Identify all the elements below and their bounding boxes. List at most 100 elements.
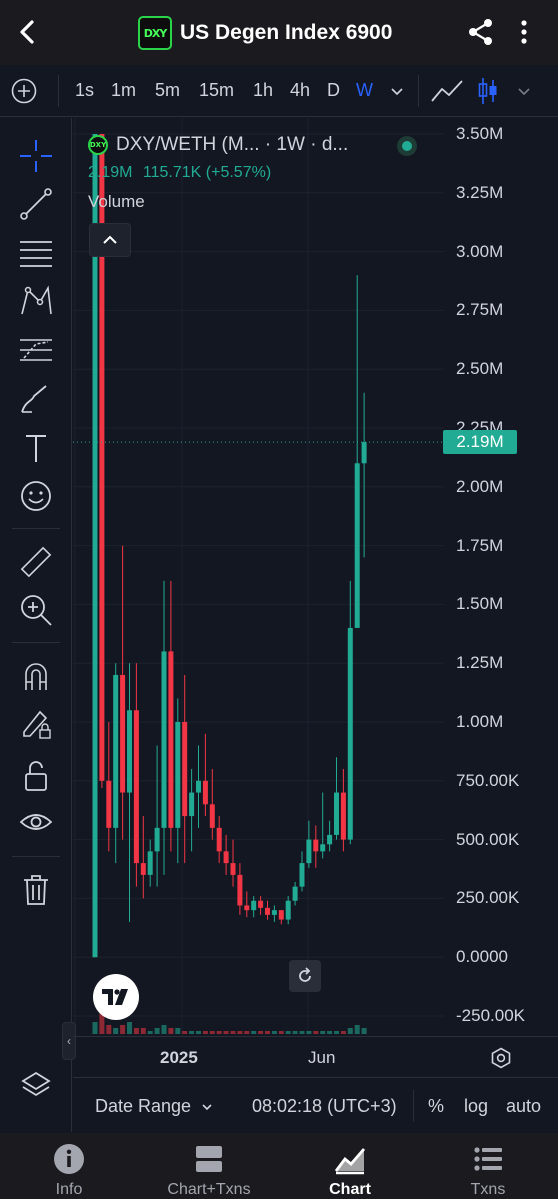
interval-15m[interactable]: 15m [199,80,235,100]
market-status-icon[interactable] [397,136,417,156]
text-icon[interactable] [18,430,54,466]
nav-item-info[interactable]: Info [45,1133,93,1199]
candle-body [189,792,195,817]
candle-body [147,851,153,875]
log-scale-toggle[interactable]: log [464,1096,489,1116]
volume-bar [299,1031,305,1034]
volume-bar [140,1028,146,1034]
percent-scale-toggle[interactable]: % [428,1096,445,1116]
interval-1s[interactable]: 1s [75,80,95,100]
share-icon[interactable] [466,17,496,47]
candle-body [237,874,243,906]
candle-body [216,827,222,852]
add-indicator-icon[interactable] [11,78,37,104]
volume-bar [347,1028,353,1034]
candle-body [230,863,236,875]
ruler-icon[interactable] [18,544,54,580]
layers-icon[interactable] [20,1069,52,1101]
volume-bar [161,1025,167,1034]
candle-body [127,710,132,793]
volume-bar [196,1031,201,1034]
chevron-down-icon[interactable] [516,85,532,97]
trash-icon[interactable] [18,872,54,908]
candle-body [209,804,215,828]
lock-drawing-icon[interactable] [18,706,54,742]
chart-settings-icon[interactable] [490,1047,512,1069]
volume-bar [285,1031,291,1034]
pattern-icon[interactable] [18,284,54,320]
time-axis[interactable]: 2025 Jun [73,1036,558,1076]
trend-line-icon[interactable] [18,186,54,222]
date-range-label: Date Range [95,1096,192,1116]
nav-item-txns[interactable]: Txns [463,1133,513,1199]
volume-bar [292,1031,298,1034]
candle-body [278,910,284,920]
candle-body [113,674,119,828]
interval-1m[interactable]: 1m [111,80,137,100]
page-title: US Degen Index 6900 [180,21,393,44]
line-chart-icon[interactable] [430,77,464,105]
collapse-legend-button[interactable] [89,223,131,257]
timezone-clock[interactable]: 08:02:18 (UTC+3) [252,1096,397,1116]
more-vertical-icon[interactable] [514,17,534,47]
toolbar-divider [418,75,419,107]
price-axis-label: 1.25M [456,653,504,673]
volume-bar [127,1022,132,1034]
interval-5m[interactable]: 5m [155,80,181,100]
interval-d[interactable]: D [327,80,340,100]
chart-bottom-bar: Date Range 08:02:18 (UTC+3) % log auto [73,1077,558,1133]
candle-body [334,792,339,835]
volume-bar [313,1031,319,1034]
brush-icon[interactable] [18,382,54,418]
collapse-toolbar-tab[interactable]: ‹ [62,1022,76,1060]
volume-indicator-label[interactable]: Volume [88,192,145,211]
interval-w[interactable]: W [356,80,373,100]
volume-bar [230,1031,236,1034]
interval-1h[interactable]: 1h [253,80,274,100]
symbol-row[interactable]: DXY DXY/WETH (M... · 1W · d... [88,131,348,159]
chevron-down-icon[interactable] [389,85,405,97]
emoji-icon[interactable] [18,478,54,514]
toolbar-divider [58,75,59,107]
reset-chart-button[interactable] [289,960,321,992]
unlock-icon[interactable] [18,758,54,794]
price-chart[interactable] [73,118,558,1036]
candle-body [133,710,139,864]
tradingview-logo[interactable] [93,974,139,1020]
nav-label: Info [55,1181,83,1198]
back-arrow-icon[interactable] [12,16,44,48]
candle-body [223,851,229,864]
price-axis-label: 2.00M [456,476,504,496]
price-axis-label: 1.50M [456,594,504,614]
chart-pane[interactable] [73,118,558,1076]
horizontal-lines-icon[interactable] [18,236,54,272]
nav-item-chart[interactable]: Chart [323,1133,377,1199]
candlestick-icon[interactable] [477,76,499,106]
volume-bar [113,1028,119,1034]
volume-bar [182,1031,188,1034]
candle-body [196,780,201,793]
magnet-icon[interactable] [18,658,54,694]
candle-body [106,780,112,828]
symbol-name[interactable]: DXY/WETH (M... · 1W · d... [116,134,349,155]
crosshair-icon[interactable] [18,138,54,174]
volume-bar [223,1031,229,1034]
chevron-up-icon [103,235,117,244]
volume-bar [334,1031,339,1034]
volume-bar [271,1031,277,1034]
interval-4h[interactable]: 4h [290,80,311,100]
volume-bar [106,1025,112,1034]
date-range-dropdown[interactable]: Date Range [95,1096,214,1117]
forecast-icon[interactable] [18,332,54,368]
price-axis-label: -250.00K [456,1006,525,1025]
candle-body [271,910,277,915]
candle-body [175,722,181,828]
volume-bar [120,1025,126,1034]
candle-body [265,907,270,915]
volume-bar [202,1031,208,1034]
eye-icon[interactable] [18,806,54,842]
auto-scale-toggle[interactable]: auto [506,1096,542,1116]
volume-bar [354,1025,360,1034]
nav-item-chart-txns[interactable]: Chart+Txns [163,1133,255,1199]
zoom-in-icon[interactable] [18,592,54,628]
